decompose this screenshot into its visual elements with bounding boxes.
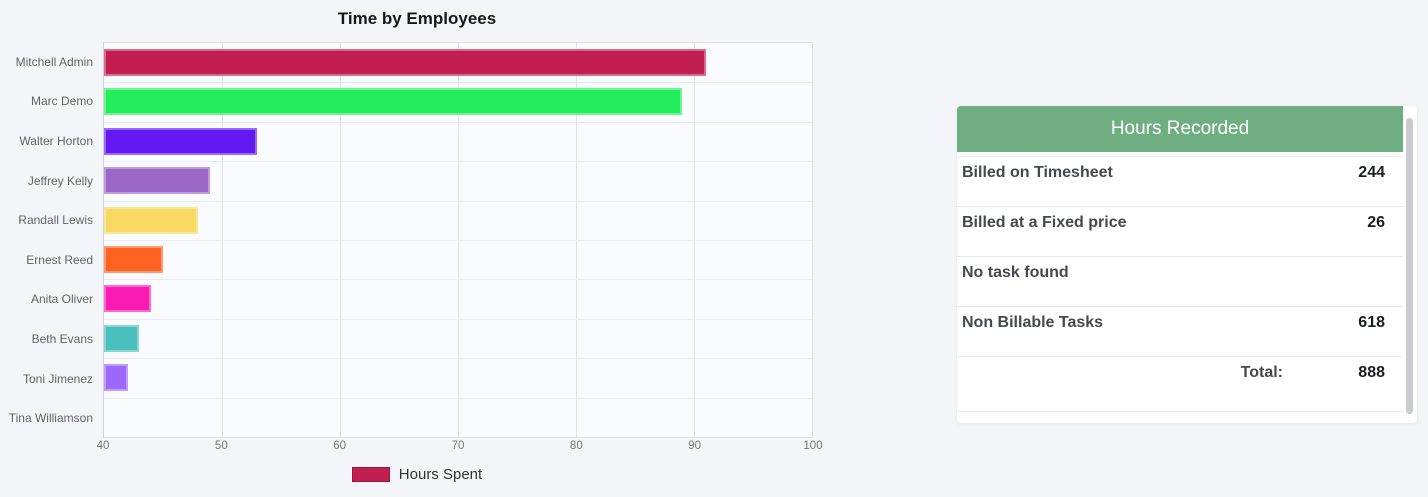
panel-body: Billed on Timesheet 244 Billed at a Fixed … — [957, 156, 1403, 412]
y-axis-label: Tina Williamson — [8, 411, 93, 426]
x-axis-tick-label: 40 — [96, 440, 110, 452]
bar-anita-oliver[interactable] — [104, 285, 152, 313]
y-axis-labels: Mitchell Admin Marc Demo Walter Horton Jeff… — [0, 42, 93, 438]
bar-mitchell-admin[interactable] — [104, 49, 706, 76]
row-value: 888 — [1358, 364, 1385, 381]
bar-beth-evans[interactable] — [104, 324, 140, 352]
y-axis-label: Marc Demo — [30, 94, 93, 109]
y-gridline — [104, 240, 812, 241]
y-gridline — [104, 279, 812, 281]
chart-legend[interactable]: Hours Spent — [0, 466, 834, 483]
y-axis-label: Beth Evans — [31, 331, 93, 346]
time-by-employees-chart: Time by Employees Mitchell Admin Marc Dem… — [0, 9, 834, 483]
panel-row[interactable]: No task found — [957, 256, 1403, 306]
legend-label: Hours Spent — [398, 466, 483, 483]
hours-recorded-panel: Hours Recorded Billed on Timesheet 244 Bil… — [957, 106, 1417, 423]
bar-walter-horton[interactable] — [104, 127, 258, 155]
y-gridline — [104, 397, 812, 399]
legend-swatch — [351, 467, 390, 482]
panel-row[interactable]: Billed at a Fixed price 26 — [957, 206, 1403, 256]
row-value: 244 — [1358, 164, 1385, 181]
bar-marc-demo[interactable] — [104, 88, 683, 116]
row-label: Total: — [1240, 364, 1283, 381]
x-axis-tick-label: 50 — [214, 440, 228, 452]
y-axis-label: Jeffrey Kelly — [27, 173, 93, 188]
y-gridline — [104, 318, 812, 320]
y-gridline — [104, 82, 812, 84]
row-label: Non Billable Tasks — [962, 314, 1104, 331]
x-axis-labels: 40 50 60 70 80 90 100 — [97, 440, 823, 454]
panel-scrollbar-thumb[interactable] — [1406, 118, 1413, 414]
x-axis-tick-label: 80 — [569, 440, 583, 452]
y-axis-label: Mitchell Admin — [15, 54, 93, 69]
bar-toni-jimenez[interactable] — [104, 364, 128, 392]
x-axis-tick-label: 60 — [333, 440, 347, 452]
panel-header: Hours Recorded — [957, 106, 1403, 152]
row-label: Billed at a Fixed price — [962, 214, 1127, 231]
y-gridline — [104, 161, 812, 163]
row-label: No task found — [962, 264, 1069, 281]
chart-title: Time by Employees — [337, 9, 497, 28]
x-axis-tick-label: 100 — [803, 440, 823, 452]
y-gridline — [104, 200, 812, 202]
row-value: 618 — [1358, 314, 1385, 331]
bar-ernest-reed[interactable] — [104, 246, 163, 273]
y-axis-label: Randall Lewis — [18, 213, 93, 228]
plot-area — [103, 42, 813, 438]
y-axis-label: Anita Oliver — [30, 292, 93, 307]
panel-row-total[interactable]: Total: 888 — [957, 356, 1403, 412]
row-value: 26 — [1367, 214, 1385, 231]
y-gridline — [104, 358, 812, 360]
y-axis-label: Walter Horton — [19, 133, 93, 148]
panel-title: Hours Recorded — [1110, 118, 1250, 139]
bar-jeffrey-kelly[interactable] — [104, 167, 211, 195]
x-axis-tick-label: 90 — [688, 440, 702, 452]
y-axis-label: Ernest Reed — [26, 252, 93, 267]
panel-row[interactable]: Non Billable Tasks 618 — [957, 306, 1403, 356]
bar-randall-lewis[interactable] — [104, 206, 199, 234]
y-gridline — [104, 121, 812, 123]
x-axis-tick-label: 70 — [451, 440, 465, 452]
panel-row[interactable]: Billed on Timesheet 244 — [957, 156, 1403, 206]
y-axis-label: Toni Jimenez — [22, 371, 93, 386]
row-label: Billed on Timesheet — [962, 164, 1113, 181]
